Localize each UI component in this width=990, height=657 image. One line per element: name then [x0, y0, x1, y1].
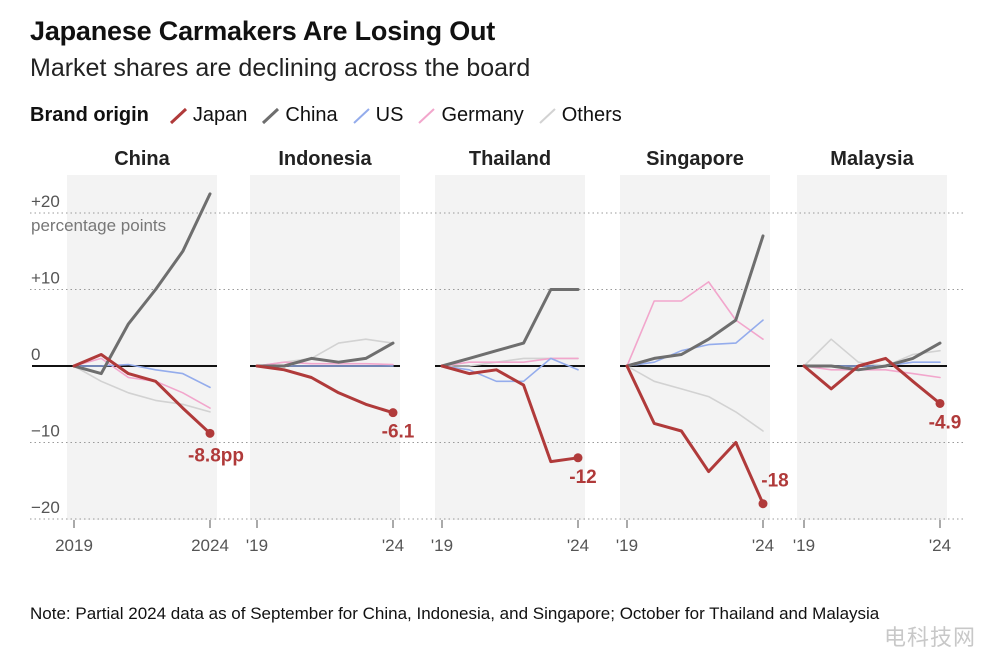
legend-text-us: US [375, 104, 404, 126]
series-line-others-singapore [626, 365, 764, 432]
japan-end-point [388, 408, 398, 418]
japan-end-point [935, 398, 945, 408]
small-multiples-chart: +20 +10 0 −10 −20 percentage points China -8.8p… [30, 148, 965, 555]
series-line-others-malaysia [803, 338, 941, 367]
x-tick-label: '24 [752, 536, 774, 555]
legend-text-japan: Japan [192, 104, 248, 126]
japan-end-point [573, 453, 583, 463]
japan-end-point [205, 428, 215, 438]
series-line-germany-indonesia [256, 361, 394, 367]
x-tick-label: 2019 [55, 536, 93, 555]
legend-swatch-germany [418, 107, 436, 124]
legend-swatch-us [352, 107, 370, 124]
panel-title-china: China [114, 148, 170, 170]
legend-item-us: US [352, 104, 404, 127]
panel-title-malaysia: Malaysia [830, 148, 914, 170]
legend-item-germany: Germany [417, 104, 524, 127]
panel-title-thailand: Thailand [469, 148, 551, 170]
series-line-us-china [73, 363, 211, 389]
series-line-china-thailand [440, 288, 580, 368]
legend-text-germany: Germany [441, 104, 524, 126]
series-line-germany-china [73, 357, 211, 409]
y-unit-label: percentage points [31, 216, 166, 235]
x-tick-label: '24 [567, 536, 589, 555]
legend-text-others: Others [561, 104, 622, 126]
series-line-china-china [72, 192, 212, 376]
japan-end-label: -8.8pp [188, 445, 244, 466]
y-tick-label: +20 [31, 192, 60, 211]
x-tick-label: 2024 [191, 536, 229, 555]
legend-label: Brand origin [30, 104, 149, 126]
panel-title-indonesia: Indonesia [278, 148, 372, 170]
legend-item-china: China [261, 104, 338, 127]
y-tick-label: 0 [31, 345, 40, 364]
japan-end-label: -4.9 [929, 412, 962, 433]
x-tick-label: '24 [382, 536, 404, 555]
japan-end-label: -18 [761, 471, 788, 492]
legend-swatch-japan [169, 107, 187, 124]
series-line-china-indonesia [255, 341, 395, 368]
x-tick-label: '24 [929, 536, 951, 555]
series-line-others-china [73, 365, 211, 413]
series-line-germany-singapore [626, 281, 764, 367]
legend: Brand origin Japan China US Germany Others [30, 104, 636, 127]
y-tick-label: +10 [31, 269, 60, 288]
panel-background-malaysia [797, 175, 947, 520]
x-tick-label: '19 [616, 536, 638, 555]
y-tick-label: −20 [31, 498, 60, 517]
watermark: 电科技网 [883, 625, 976, 650]
series-line-japan-malaysia [802, 356, 942, 405]
chart-title: Japanese Carmakers Are Losing Out [30, 16, 496, 46]
panel-background-indonesia [250, 175, 400, 520]
series-line-japan-china [72, 353, 212, 435]
y-tick-label: −10 [31, 422, 60, 441]
japan-end-point [758, 499, 768, 509]
x-tick-label: '19 [431, 536, 453, 555]
chart-subtitle: Market shares are declining across the b… [30, 54, 531, 82]
legend-swatch-china [262, 107, 280, 124]
legend-item-japan: Japan [169, 104, 248, 127]
series-line-japan-indonesia [255, 364, 395, 415]
x-tick-label: '19 [246, 536, 268, 555]
footnote: Note: Partial 2024 data as of September … [30, 604, 880, 623]
x-tick-label: '19 [793, 536, 815, 555]
japan-end-label: -12 [569, 467, 596, 488]
series-line-china-malaysia [802, 341, 942, 372]
japan-end-label: -6.1 [382, 422, 415, 443]
series-line-us-thailand [441, 357, 579, 383]
legend-item-others: Others [538, 104, 622, 127]
series-line-germany-thailand [441, 357, 579, 367]
series-line-japan-singapore [625, 364, 765, 506]
legend-swatch-others [539, 107, 556, 124]
series-line-japan-thailand [440, 364, 580, 464]
panel-title-singapore: Singapore [646, 148, 744, 170]
series-line-china-singapore [625, 234, 765, 368]
legend-text-china: China [285, 104, 338, 126]
series-line-germany-malaysia [803, 365, 941, 379]
